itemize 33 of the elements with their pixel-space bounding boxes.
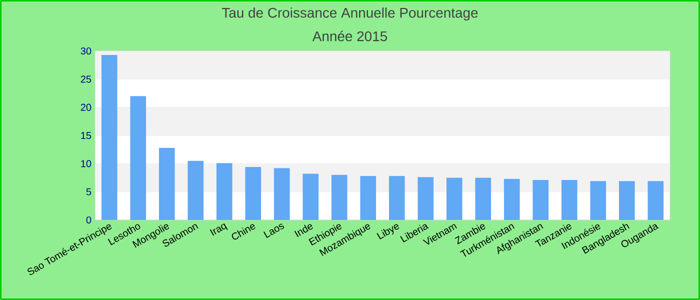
bar (446, 178, 462, 220)
y-tick-label: 20 (80, 104, 92, 111)
bar (504, 178, 520, 220)
bar (302, 174, 319, 220)
bar (475, 178, 492, 220)
bar (188, 160, 204, 220)
x-tick-label: Laos (263, 224, 284, 238)
y-tick-label: 30 (80, 47, 92, 55)
bar (245, 167, 262, 220)
y-tick-label: 5 (86, 188, 92, 196)
y-tick-label: 25 (80, 76, 92, 83)
y-tick-label: 15 (81, 132, 92, 139)
bar (418, 177, 434, 220)
chart-title: Tau de Croissance Annuelle Pourcentage (222, 7, 478, 20)
bar (561, 180, 578, 220)
y-tick-label: 10 (81, 160, 92, 168)
bar (532, 180, 549, 220)
bar (590, 181, 606, 220)
bar (360, 176, 376, 220)
bar (101, 54, 118, 220)
bar (158, 148, 175, 220)
chart-subtitle: Année 2015 (312, 30, 388, 42)
x-tick-label: Libye (376, 224, 399, 240)
bar (648, 181, 664, 220)
x-tick-label: Iraq (210, 223, 228, 236)
bar (331, 174, 348, 220)
bar (130, 96, 146, 220)
y-tick-label: 0 (86, 216, 92, 224)
bar (618, 181, 635, 220)
bar (216, 163, 232, 220)
bar (388, 176, 405, 220)
bar (274, 168, 290, 220)
x-tick-label: Chine (232, 224, 256, 240)
